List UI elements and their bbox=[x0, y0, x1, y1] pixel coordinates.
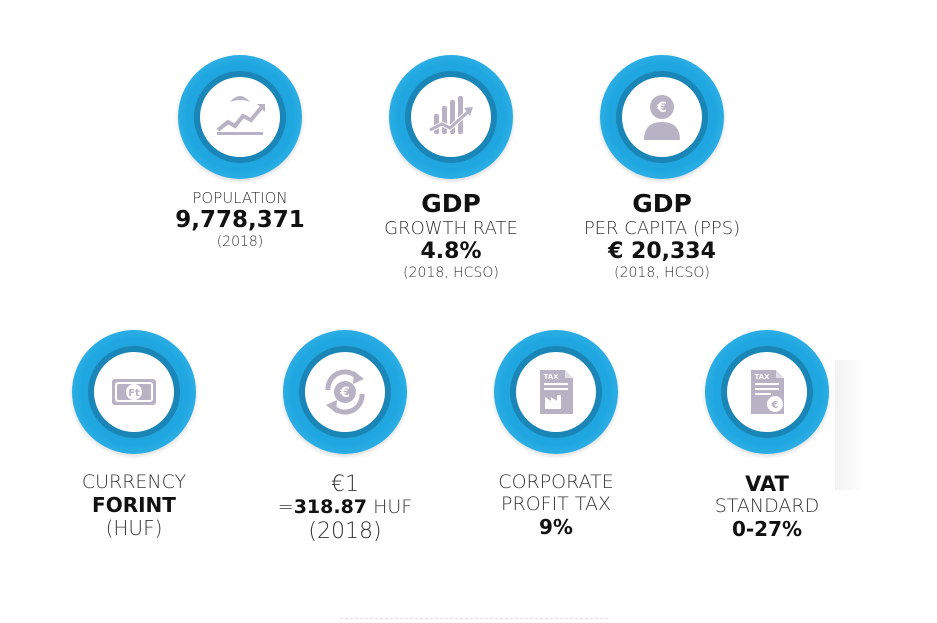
currency-text: CURRENCY FORINT (HUF) bbox=[44, 471, 224, 540]
gdp-growth-label: GROWTH RATE bbox=[384, 217, 518, 239]
exchange-top: €1 bbox=[331, 472, 359, 497]
gdp-capita-value: € 20,334 bbox=[608, 239, 716, 265]
corporate-tax-badge: TAX bbox=[494, 330, 618, 454]
population-badge bbox=[178, 55, 302, 179]
vat-badge: TAX € bbox=[705, 330, 829, 454]
population-note: (2018) bbox=[216, 233, 264, 250]
forint-banknote-icon: Ft bbox=[112, 379, 156, 405]
gdp-capita-label: PER CAPITA (PPS) bbox=[583, 217, 741, 239]
gdp-capita-title: GDP bbox=[632, 189, 692, 218]
gdp-capita-text: GDP PER CAPITA (PPS) € 20,334 (2018, HCS… bbox=[552, 189, 772, 281]
exchange-note: (2018) bbox=[308, 519, 382, 545]
svg-text:€: € bbox=[656, 100, 667, 116]
vat-text: VAT STANDARD 0-27% bbox=[682, 472, 852, 541]
bottom-divider bbox=[340, 618, 608, 619]
exchange-badge: € bbox=[283, 330, 407, 454]
currency-note: (HUF) bbox=[105, 515, 163, 540]
tax-document-factory-icon: TAX bbox=[540, 370, 573, 414]
population-growth-icon bbox=[216, 96, 265, 135]
corporate-tax-label2: PROFIT TAX bbox=[501, 492, 611, 515]
card-edge-shadow bbox=[835, 360, 865, 490]
gdp-capita-note: (2018, HCSO) bbox=[614, 264, 710, 281]
population-text: POPULATION 9,778,371 (2018) bbox=[150, 189, 330, 250]
person-euro-icon: € bbox=[644, 95, 680, 140]
corporate-tax-value: 9% bbox=[539, 514, 573, 539]
exchange-text: €1 =318.87 HUF (2018) bbox=[255, 472, 435, 544]
euro-exchange-icon: € bbox=[325, 369, 365, 415]
gdp-growth-badge bbox=[389, 55, 513, 179]
svg-text:€: € bbox=[339, 385, 350, 401]
currency-badge: Ft bbox=[72, 330, 196, 454]
svg-text:TAX: TAX bbox=[754, 373, 770, 381]
svg-text:Ft: Ft bbox=[128, 388, 140, 399]
vat-value: 0-27% bbox=[731, 516, 803, 541]
vat-label: STANDARD bbox=[714, 495, 820, 518]
svg-text:€: € bbox=[771, 400, 779, 411]
exchange-rate-line: =318.87 HUF bbox=[255, 496, 435, 519]
gdp-growth-value: 4.8% bbox=[420, 239, 482, 265]
currency-label: CURRENCY bbox=[81, 471, 187, 493]
gdp-growth-note: (2018, HCSO) bbox=[403, 264, 499, 281]
gdp-growth-text: GDP GROWTH RATE 4.8% (2018, HCSO) bbox=[350, 189, 552, 281]
exchange-eq: = bbox=[277, 496, 294, 519]
population-label: POPULATION bbox=[192, 189, 288, 207]
currency-value: FORINT bbox=[92, 492, 176, 517]
tax-document-euro-icon: TAX € bbox=[751, 370, 784, 414]
exchange-unit: HUF bbox=[373, 496, 413, 519]
gdp-growth-title: GDP bbox=[421, 189, 481, 218]
corporate-tax-text: CORPORATE PROFIT TAX 9% bbox=[466, 471, 646, 539]
vat-title: VAT bbox=[745, 472, 789, 496]
gdp-capita-badge: € bbox=[600, 55, 724, 179]
exchange-value: 318.87 bbox=[293, 496, 368, 519]
bar-chart-growth-icon bbox=[428, 96, 473, 134]
population-value: 9,778,371 bbox=[175, 207, 305, 234]
corporate-tax-label1: CORPORATE bbox=[498, 471, 614, 493]
svg-text:TAX: TAX bbox=[543, 373, 559, 381]
